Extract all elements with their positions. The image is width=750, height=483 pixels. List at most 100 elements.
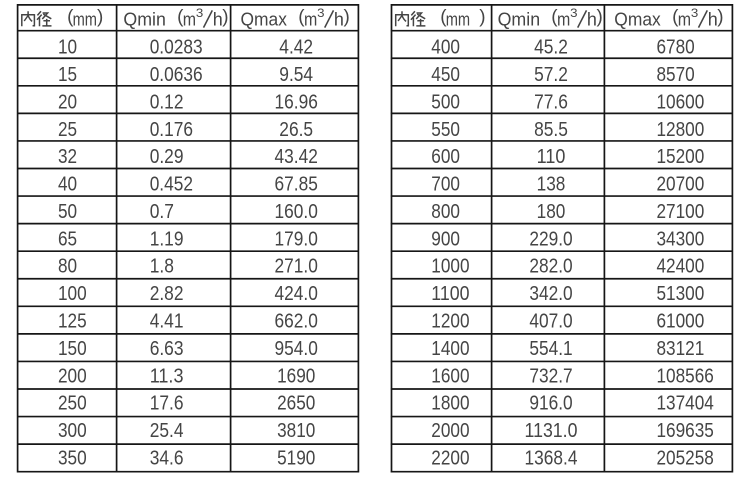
svg-text:): ) <box>97 7 103 28</box>
svg-text:0.176: 0.176 <box>150 118 193 141</box>
svg-text:6780: 6780 <box>657 36 695 59</box>
svg-text:5190: 5190 <box>277 446 315 469</box>
svg-text:mm: mm <box>73 9 97 30</box>
svg-text:108566: 108566 <box>657 364 714 387</box>
svg-text:25.4: 25.4 <box>150 419 184 442</box>
svg-text:550: 550 <box>431 118 460 141</box>
svg-text:662.0: 662.0 <box>275 310 318 333</box>
svg-text:169635: 169635 <box>657 419 714 442</box>
svg-text:400: 400 <box>431 36 460 59</box>
svg-text:4.41: 4.41 <box>150 310 184 333</box>
svg-text:27100: 27100 <box>657 200 705 223</box>
svg-text:Qmin: Qmin <box>498 8 540 29</box>
svg-text:Qmax: Qmax <box>614 8 661 29</box>
svg-text:4.42: 4.42 <box>279 36 313 59</box>
svg-text:): ) <box>717 7 723 28</box>
svg-text:6.63: 6.63 <box>150 337 184 360</box>
svg-text:179.0: 179.0 <box>275 227 318 250</box>
svg-text:m: m <box>304 9 317 30</box>
svg-text:45.2: 45.2 <box>534 36 568 59</box>
svg-text:205258: 205258 <box>657 446 714 469</box>
svg-text:1400: 1400 <box>431 337 469 360</box>
svg-text:34.6: 34.6 <box>150 446 184 469</box>
svg-text:554.1: 554.1 <box>529 337 572 360</box>
svg-text:424.0: 424.0 <box>275 282 318 305</box>
svg-text:17.6: 17.6 <box>150 392 184 415</box>
svg-text:9.54: 9.54 <box>279 63 313 86</box>
svg-text:25: 25 <box>58 118 77 141</box>
svg-text:(: ( <box>298 7 305 28</box>
svg-text:0.452: 0.452 <box>150 173 193 196</box>
svg-text:1200: 1200 <box>431 310 469 333</box>
svg-text:8570: 8570 <box>657 63 695 86</box>
svg-text:43.42: 43.42 <box>275 145 318 168</box>
svg-text:): ) <box>479 7 485 28</box>
svg-text:0.7: 0.7 <box>150 200 174 223</box>
svg-text:Qmin: Qmin <box>123 8 165 29</box>
svg-text:50: 50 <box>58 200 77 223</box>
svg-text:200: 200 <box>58 364 87 387</box>
svg-text:110: 110 <box>537 145 566 168</box>
svg-text:1368.4: 1368.4 <box>525 446 578 469</box>
svg-text:h: h <box>708 10 718 30</box>
svg-text:0.29: 0.29 <box>150 145 184 168</box>
svg-text:1600: 1600 <box>431 364 469 387</box>
svg-text:500: 500 <box>431 90 460 113</box>
svg-text:600: 600 <box>431 145 460 168</box>
svg-text:342.0: 342.0 <box>529 282 572 305</box>
svg-text:11.3: 11.3 <box>150 364 184 387</box>
svg-text:2.82: 2.82 <box>150 282 184 305</box>
svg-text:57.2: 57.2 <box>534 63 568 86</box>
svg-text:2000: 2000 <box>431 419 469 442</box>
svg-text:450: 450 <box>431 63 460 86</box>
svg-text:1000: 1000 <box>431 255 469 278</box>
svg-text:m: m <box>678 9 691 30</box>
svg-text:1690: 1690 <box>277 364 315 387</box>
svg-text:1.19: 1.19 <box>150 227 184 250</box>
svg-text:350: 350 <box>58 446 87 469</box>
svg-text:): ) <box>344 7 350 28</box>
svg-text:(: ( <box>67 7 74 28</box>
svg-text:h: h <box>334 10 344 30</box>
svg-text:250: 250 <box>58 392 87 415</box>
svg-text:67.85: 67.85 <box>275 173 318 196</box>
svg-text:3: 3 <box>691 8 698 20</box>
svg-text:h: h <box>213 10 223 30</box>
svg-text:1800: 1800 <box>431 392 469 415</box>
svg-text:m: m <box>183 9 196 30</box>
svg-text:1100: 1100 <box>431 282 469 305</box>
svg-text:(: ( <box>551 7 558 28</box>
svg-text:51300: 51300 <box>657 282 705 305</box>
svg-text:61000: 61000 <box>657 310 705 333</box>
svg-text:125: 125 <box>58 310 87 333</box>
svg-text:1.8: 1.8 <box>150 255 174 278</box>
svg-text:mm: mm <box>446 9 470 30</box>
svg-text:0.0283: 0.0283 <box>150 36 203 59</box>
svg-text:3810: 3810 <box>277 419 315 442</box>
svg-text:): ) <box>597 7 603 28</box>
svg-text:229.0: 229.0 <box>529 227 572 250</box>
svg-text:160.0: 160.0 <box>275 200 318 223</box>
svg-text:916.0: 916.0 <box>529 392 572 415</box>
svg-text:282.0: 282.0 <box>529 255 572 278</box>
svg-text:34300: 34300 <box>657 227 705 250</box>
svg-text:(: ( <box>177 7 184 28</box>
svg-text:15: 15 <box>58 63 77 86</box>
svg-text:954.0: 954.0 <box>275 337 318 360</box>
svg-text:100: 100 <box>58 282 87 305</box>
svg-text:180: 180 <box>537 200 566 223</box>
svg-text:271.0: 271.0 <box>275 255 318 278</box>
svg-text:): ) <box>222 7 228 28</box>
svg-text:77.6: 77.6 <box>534 90 568 113</box>
svg-text:10: 10 <box>58 36 77 59</box>
svg-text:h: h <box>587 10 597 30</box>
svg-text:300: 300 <box>58 419 87 442</box>
svg-text:10600: 10600 <box>657 90 705 113</box>
svg-text:16.96: 16.96 <box>275 90 318 113</box>
svg-text:407.0: 407.0 <box>529 310 572 333</box>
svg-text:900: 900 <box>431 227 460 250</box>
svg-text:0.0636: 0.0636 <box>150 63 203 86</box>
svg-text:137404: 137404 <box>657 392 714 415</box>
svg-text:65: 65 <box>58 227 77 250</box>
svg-text:Qmax: Qmax <box>241 8 288 29</box>
